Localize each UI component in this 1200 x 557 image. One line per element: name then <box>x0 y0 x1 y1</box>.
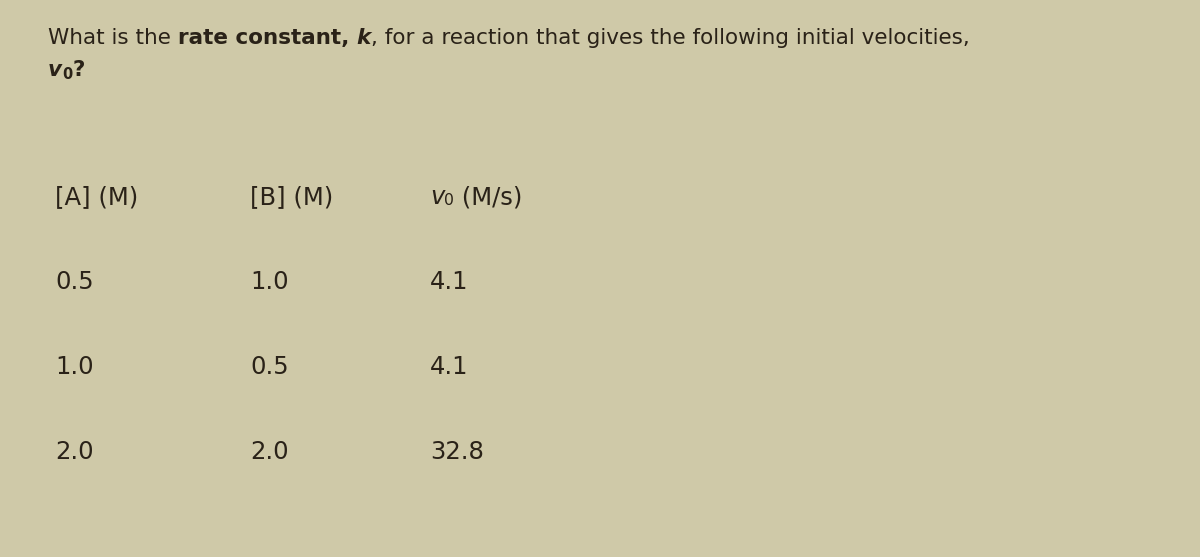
Text: , for a reaction that gives the following initial velocities,: , for a reaction that gives the followin… <box>371 28 970 48</box>
Text: 1.0: 1.0 <box>250 270 289 294</box>
Text: ?: ? <box>72 60 85 80</box>
Text: (M/s): (M/s) <box>455 185 523 209</box>
Text: 1.0: 1.0 <box>55 355 94 379</box>
Text: 0.5: 0.5 <box>250 355 289 379</box>
Text: 4.1: 4.1 <box>430 270 468 294</box>
Text: v: v <box>48 60 62 80</box>
Text: 4.1: 4.1 <box>430 355 468 379</box>
Text: 2.0: 2.0 <box>55 440 94 464</box>
Text: v: v <box>430 185 444 209</box>
Text: What is the: What is the <box>48 28 178 48</box>
Text: [A] (M): [A] (M) <box>55 185 138 209</box>
Text: 0: 0 <box>444 193 455 208</box>
Text: 2.0: 2.0 <box>250 440 289 464</box>
Text: 32.8: 32.8 <box>430 440 484 464</box>
Text: [B] (M): [B] (M) <box>250 185 334 209</box>
Text: 0.5: 0.5 <box>55 270 94 294</box>
Text: rate constant,: rate constant, <box>178 28 356 48</box>
Text: 0: 0 <box>62 67 72 82</box>
Text: k: k <box>356 28 371 48</box>
